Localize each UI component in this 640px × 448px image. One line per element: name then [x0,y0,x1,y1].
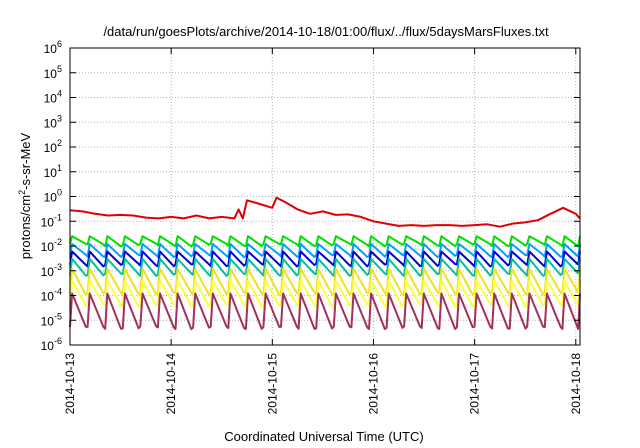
y-tick-label: 10-1 [41,212,62,229]
y-axis-label-main: protons/cm [18,195,33,259]
y-tick-label: 100 [44,188,62,205]
y-tick-label: 106 [44,39,62,56]
y-tick-label: 104 [44,89,62,106]
y-tick-label: 103 [44,113,62,130]
x-tick-label: 2014-10-18 [569,353,583,415]
series-line-3 [69,243,581,259]
series-line-2 [69,235,581,248]
y-tick-label: 102 [44,138,62,155]
x-tick-label: 2014-10-15 [265,353,279,415]
grid [70,48,580,345]
y-axis-label: protons/cm2-s-sr-MeV [17,132,33,259]
y-axis-label-sup: 2 [17,190,27,195]
y-tick-label: 105 [44,64,62,81]
series-line-5 [69,257,581,277]
x-tick-label: 2014-10-13 [63,353,77,415]
x-tick-label: 2014-10-16 [366,353,380,415]
y-tick-label: 10-3 [41,262,62,279]
series-line-7 [69,279,581,308]
series-group [69,196,581,331]
y-tick-label: 10-5 [41,311,62,328]
y-tick-label: 10-4 [41,287,62,304]
x-tick-label: 2014-10-14 [164,353,178,415]
x-axis-label: Coordinated Universal Time (UTC) [224,429,423,444]
series-line-8 [69,292,581,331]
x-tick-label: 2014-10-17 [468,353,482,415]
y-axis-label-tail: -s-sr-MeV [18,132,33,189]
y-tick-label: 101 [44,163,62,180]
axes: 10-6 10-5 10-4 10-3 10-2 10-1 100 101 102 103 104 1… [41,39,583,414]
plot-frame [69,47,581,346]
series-line-1 [69,196,581,228]
y-tick-label: 10-2 [41,237,62,254]
y-tick-label: 10-6 [41,336,62,353]
chart-title: /data/run/goesPlots/archive/2014-10-18/0… [103,24,549,39]
series-line-4 [69,250,581,268]
series-line-6 [69,267,581,296]
